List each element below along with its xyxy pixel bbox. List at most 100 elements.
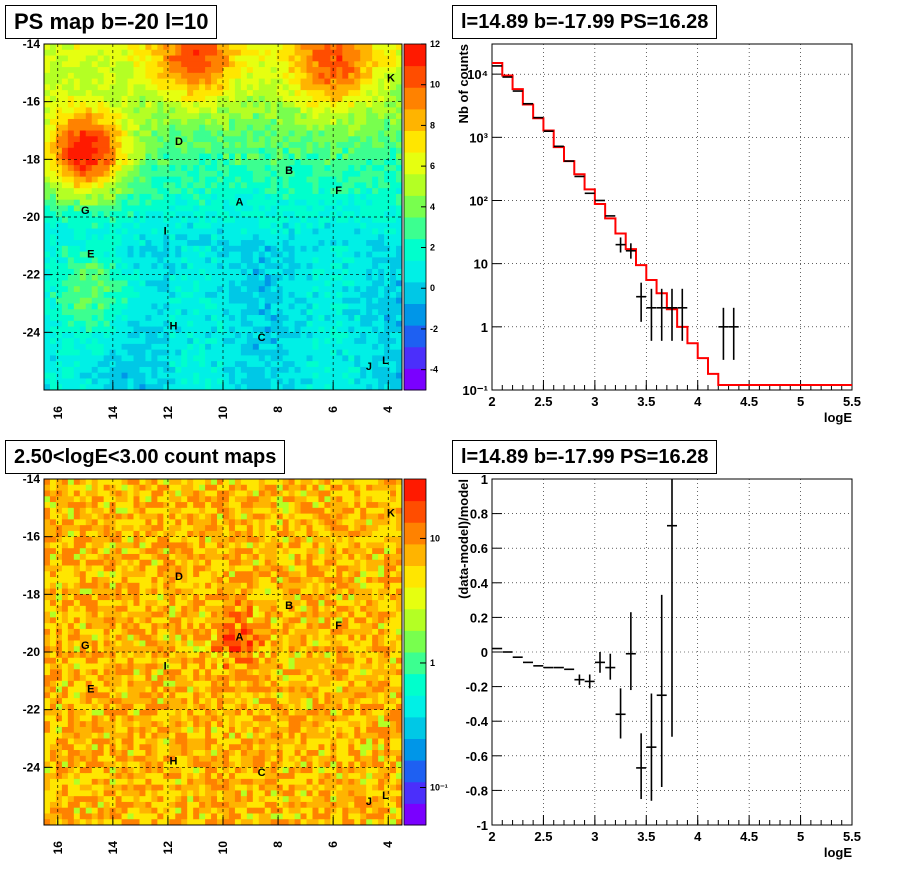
heatmap-cell [139, 199, 146, 206]
heatmap-cell [55, 750, 63, 757]
heatmap-cell [288, 130, 295, 137]
heatmap-cell [97, 303, 105, 310]
heatmap-cell [360, 113, 367, 120]
heatmap-cell [234, 384, 242, 391]
heatmap-cell [348, 95, 355, 103]
heatmap-cell [103, 84, 111, 91]
heatmap-cell [127, 67, 134, 74]
heatmap-cell [44, 819, 51, 826]
heatmap-cell [348, 361, 355, 368]
heatmap-cell [366, 303, 373, 310]
heatmap-cell [151, 652, 158, 659]
heatmap-cell [139, 234, 146, 241]
heatmap-cell [252, 182, 260, 189]
heatmap-cell [85, 245, 93, 252]
heatmap-cell [396, 199, 403, 206]
heatmap-cell [85, 507, 93, 514]
heatmap-cell [217, 101, 224, 108]
heatmap-cell [67, 496, 75, 503]
heatmap-cell [342, 193, 349, 201]
heatmap-cell [79, 686, 87, 693]
heatmap-cell [324, 49, 331, 56]
heatmap-cell [223, 67, 230, 74]
heatmap-cell [282, 72, 290, 79]
heatmap-cell [79, 646, 87, 653]
heatmap-cell [360, 159, 367, 166]
heatmap-cell [378, 67, 385, 74]
heatmap-cell [115, 297, 122, 304]
heatmap-cell [61, 744, 69, 751]
heatmap-cell [109, 147, 116, 154]
heatmap-cell [55, 490, 63, 497]
heatmap-cell [133, 507, 140, 514]
heatmap-cell [44, 640, 51, 647]
heatmap-cell [234, 136, 242, 143]
heatmap-cell [193, 113, 200, 120]
heatmap-cell [199, 101, 206, 108]
heatmap-cell [282, 130, 290, 137]
heatmap-cell [67, 101, 75, 108]
heatmap-cell [258, 222, 266, 229]
heatmap-cell [55, 577, 63, 584]
heatmap-cell [67, 502, 75, 509]
heatmap-cell [103, 571, 111, 578]
heatmap-cell [157, 153, 164, 160]
heatmap-cell [73, 692, 81, 699]
heatmap-cell [228, 176, 236, 183]
heatmap-cell [85, 44, 93, 51]
heatmap-cell [139, 245, 146, 252]
heatmap-cell [44, 773, 51, 780]
heatmap-cell [282, 170, 290, 178]
heatmap-cell [396, 147, 403, 154]
heatmap-cell [85, 251, 93, 258]
heatmap-cell [115, 600, 122, 607]
heatmap-cell [157, 176, 164, 183]
heatmap-cell [151, 55, 158, 62]
heatmap-cell [223, 291, 230, 299]
heatmap-cell [49, 553, 57, 561]
heatmap-cell [276, 384, 284, 391]
heatmap-cell [127, 565, 134, 572]
heatmap-cell [252, 222, 260, 229]
heatmap-cell [85, 732, 93, 739]
heatmap-cell [85, 303, 93, 310]
heatmap-cell [49, 44, 57, 51]
heatmap-cell [103, 479, 111, 486]
heatmap-cell [79, 726, 87, 734]
heatmap-cell [354, 55, 361, 62]
heatmap-cell [223, 199, 230, 206]
heatmap-cell [91, 605, 99, 613]
heatmap-cell [354, 49, 361, 56]
heatmap-cell [121, 732, 128, 739]
heatmap-cell [169, 525, 176, 532]
heatmap-cell [151, 542, 158, 549]
heatmap-cell [240, 78, 248, 85]
heatmap-cell [49, 588, 57, 595]
heatmap-cell [223, 142, 230, 149]
heatmap-cell [97, 502, 105, 509]
heatmap-cell [240, 147, 248, 154]
heatmap-cell [85, 571, 93, 578]
heatmap-cell [163, 605, 170, 613]
heatmap-cell [240, 355, 248, 362]
heatmap-cell [145, 234, 152, 241]
colorbar-segment [404, 368, 426, 391]
heatmap-cell [79, 211, 87, 218]
heatmap-cell [234, 378, 242, 385]
heatmap-cell [73, 205, 81, 212]
heatmap-cell [157, 594, 164, 601]
heatmap-cell [115, 182, 122, 189]
heatmap-cell [360, 274, 367, 281]
heatmap-cell [223, 107, 230, 114]
heatmap-cell [300, 240, 307, 247]
heatmap-cell [228, 217, 236, 224]
heatmap-cell [67, 686, 75, 693]
heatmap-cell [252, 55, 260, 62]
heatmap-cell [312, 303, 319, 310]
heatmap-cell [169, 721, 176, 728]
heatmap-cell [91, 553, 99, 561]
heatmap-cell [121, 355, 128, 362]
heatmap-cell [67, 726, 75, 734]
heatmap-cell [276, 217, 284, 224]
heatmap-cell [181, 44, 188, 51]
